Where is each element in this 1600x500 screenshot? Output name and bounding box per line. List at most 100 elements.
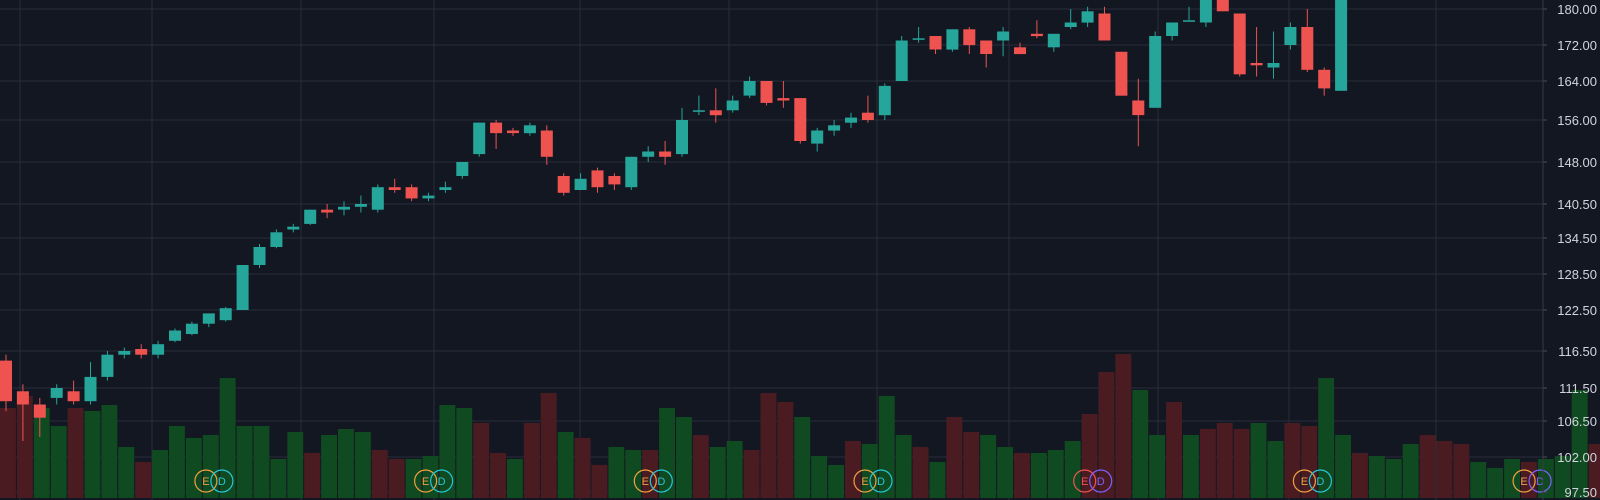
volume-bar <box>692 435 709 498</box>
volume-bar <box>625 450 642 498</box>
earnings-marker[interactable] <box>414 469 438 493</box>
dividend-marker-label: D <box>438 476 446 488</box>
earnings-marker-label: E <box>202 476 209 488</box>
volume-bar <box>1436 441 1453 498</box>
candle-body <box>1047 33 1060 48</box>
candle-body <box>1115 51 1128 96</box>
candle <box>152 340 165 359</box>
earnings-marker[interactable] <box>633 469 657 493</box>
candle <box>473 122 486 157</box>
volume-bar <box>456 408 473 498</box>
earnings-marker[interactable] <box>1292 469 1317 493</box>
candle <box>456 162 469 179</box>
candle <box>777 81 790 108</box>
volume-bar <box>67 408 84 498</box>
candle-body <box>777 98 790 101</box>
earnings-marker[interactable] <box>194 469 218 493</box>
candle-body <box>929 36 942 50</box>
candle <box>625 156 638 190</box>
volume-bar <box>1267 441 1284 498</box>
candle <box>912 27 925 43</box>
candle <box>574 173 587 190</box>
volume-bar <box>135 462 152 498</box>
candle-body <box>67 391 80 402</box>
candle <box>845 112 857 128</box>
candle-body <box>1183 20 1195 22</box>
candle-body <box>912 38 925 40</box>
price-tick-label: 164.00 <box>1557 74 1597 89</box>
volume-bar <box>101 405 118 498</box>
volume-bar <box>1419 435 1436 498</box>
candle-body <box>338 206 350 210</box>
candle-body <box>659 151 672 157</box>
dividend-marker[interactable] <box>210 469 234 493</box>
volume-bar <box>929 462 946 498</box>
volume-bar <box>828 465 844 498</box>
candle <box>371 184 384 213</box>
candle <box>388 178 401 193</box>
candle-body <box>676 120 688 155</box>
earnings-marker[interactable] <box>853 469 877 493</box>
candle-body <box>219 308 232 321</box>
volume-bar <box>676 417 692 498</box>
volume-bar <box>878 396 895 498</box>
candle-body <box>963 29 976 46</box>
price-tick-label: 140.50 <box>1557 197 1597 212</box>
volume-bar <box>642 450 659 498</box>
candle-body <box>743 81 756 96</box>
earnings-marker[interactable] <box>1512 469 1536 493</box>
dividend-marker[interactable] <box>869 469 893 493</box>
price-tick-label: 172.00 <box>1557 38 1597 53</box>
dividend-marker[interactable] <box>430 469 454 493</box>
volume-bar <box>777 402 794 498</box>
candle-body <box>439 187 452 190</box>
candle-body <box>354 204 367 207</box>
volume-bar <box>1588 444 1600 498</box>
volume-bar <box>253 426 270 498</box>
candle-body <box>557 176 570 193</box>
candle-body <box>1301 27 1314 70</box>
volume-bar <box>202 435 219 498</box>
candle-body <box>1166 22 1179 36</box>
dividend-marker[interactable] <box>1308 469 1333 493</box>
volume-bar <box>1504 459 1520 498</box>
candle <box>1284 22 1297 50</box>
candle <box>16 384 29 441</box>
price-tick-label: 134.50 <box>1557 231 1597 246</box>
volume-bar <box>1098 372 1115 498</box>
price-tick-label: 148.00 <box>1557 155 1597 170</box>
dividend-marker[interactable] <box>1089 469 1113 493</box>
volume-bar <box>811 456 828 498</box>
candle <box>895 36 908 81</box>
volume-bar <box>371 450 388 498</box>
candle-body <box>405 187 418 199</box>
candle <box>507 127 519 136</box>
candle-body <box>371 187 384 210</box>
earnings-marker-label: E <box>1301 476 1308 488</box>
price-tick-label: 122.50 <box>1557 303 1597 318</box>
candle <box>980 40 993 68</box>
candle <box>811 127 824 152</box>
dividend-marker[interactable] <box>649 469 673 493</box>
earnings-marker[interactable] <box>1073 469 1097 493</box>
candle-body <box>1030 33 1043 37</box>
candle-body <box>1267 63 1280 68</box>
candle <box>1115 51 1128 96</box>
candle <box>1047 33 1060 52</box>
candle-body <box>50 388 63 398</box>
candle <box>540 125 553 165</box>
volume-bar <box>980 435 997 498</box>
price-axis[interactable]: 180.00 172.00 164.00 156.00 148.00 140.50 134.… <box>1542 0 1597 500</box>
dividend-marker[interactable] <box>1528 469 1552 493</box>
candle <box>405 184 418 202</box>
candle-body <box>1098 13 1111 41</box>
